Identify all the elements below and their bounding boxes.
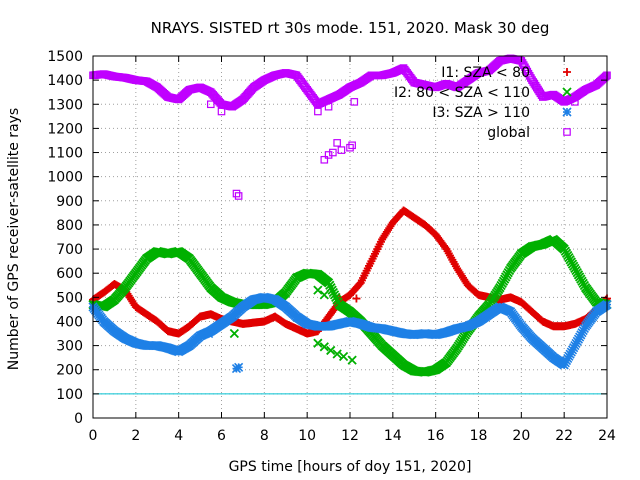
data-point-outlier <box>313 285 323 295</box>
data-point <box>600 73 609 82</box>
legend-marker <box>563 128 571 136</box>
data-point-outlier <box>346 290 354 299</box>
x-tick-label: 18 <box>470 428 488 444</box>
series-square <box>89 54 611 200</box>
data-point-outlier <box>337 146 346 154</box>
legend-label: I3: SZA > 110 <box>432 105 530 121</box>
legend-marker <box>563 68 571 76</box>
y-tick-label: 200 <box>56 363 83 379</box>
y-tick-label: 1100 <box>47 146 83 162</box>
x-tick-label: 24 <box>598 428 616 444</box>
y-tick-label: 600 <box>56 266 83 282</box>
y-tick-label: 700 <box>56 242 83 258</box>
x-tick-label: 20 <box>512 428 530 444</box>
y-tick-label: 400 <box>56 314 83 330</box>
series-layer <box>88 54 612 377</box>
data-point-outlier <box>352 294 361 303</box>
y-tick-label: 1400 <box>47 73 83 89</box>
data-point <box>602 72 610 81</box>
y-tick-label: 1000 <box>47 170 83 186</box>
data-point-outlier <box>314 107 322 116</box>
data-point-outlier <box>324 151 333 159</box>
legend-label: I2: 80 < SZA < 110 <box>394 85 530 101</box>
data-point-outlier <box>319 290 329 300</box>
data-point-outlier <box>320 155 329 164</box>
data-point-outlier <box>348 141 356 150</box>
y-tick-label: 1500 <box>47 49 83 65</box>
legend-label: I1: SZA < 80 <box>441 65 530 81</box>
x-axis-label: GPS time [hours of doy 151, 2020] <box>229 459 472 475</box>
legend: I1: SZA < 80 I2: 80 < SZA < 110 I3: SZA > … <box>394 65 572 141</box>
y-tick-label: 800 <box>56 218 83 234</box>
y-tick-label: 900 <box>56 194 83 210</box>
data-point-outlier <box>350 98 359 106</box>
x-tick-label: 2 <box>131 428 140 444</box>
legend-marker <box>562 87 572 97</box>
y-tick-label: 100 <box>56 387 83 403</box>
x-tick-label: 12 <box>341 428 359 444</box>
y-tick-label: 1300 <box>47 97 83 113</box>
data-point-outlier <box>206 100 215 109</box>
data-point-outlier <box>232 189 241 198</box>
data-point-outlier <box>332 349 342 359</box>
data-point-outlier <box>329 148 337 157</box>
y-axis-label: Number of GPS receiver-satellite rays <box>6 108 22 370</box>
series-* <box>88 292 612 374</box>
x-tick-label: 4 <box>174 428 183 444</box>
legend-label: global <box>487 125 530 141</box>
data-point-outlier <box>319 342 329 352</box>
y-tick-label: 1200 <box>47 121 83 137</box>
data-point-outlier <box>234 192 243 200</box>
data-point-outlier <box>326 345 336 356</box>
x-tick-label: 16 <box>427 428 445 444</box>
x-tick-label: 8 <box>260 428 269 444</box>
x-tick-label: 14 <box>384 428 402 444</box>
data-point-outlier <box>333 139 341 147</box>
x-tick-label: 0 <box>89 428 98 444</box>
ticks: 0 2 4 6 8 10 12 14 16 18 20 22 240100200300400500600… <box>47 49 616 444</box>
data-point-outlier <box>313 338 323 348</box>
chart-title: NRAYS. SISTED rt 30s mode. 151, 2020. Ma… <box>151 19 550 37</box>
y-tick-label: 500 <box>56 290 83 306</box>
legend-marker <box>562 107 572 117</box>
data-point-outlier <box>229 328 239 339</box>
x-tick-label: 22 <box>555 428 573 444</box>
data-point-outlier <box>338 351 349 362</box>
x-tick-label: 10 <box>298 428 316 444</box>
data-point-outlier <box>204 328 214 339</box>
y-tick-label: 0 <box>74 411 83 427</box>
data-point-outlier <box>347 355 357 365</box>
data-point-outlier <box>217 107 226 116</box>
x-tick-label: 6 <box>217 428 226 444</box>
data-point-outlier <box>571 98 579 106</box>
data-point-outlier <box>324 102 333 111</box>
data-point-outlier <box>234 362 244 372</box>
y-tick-label: 300 <box>56 339 83 355</box>
data-point-outlier <box>346 143 354 152</box>
